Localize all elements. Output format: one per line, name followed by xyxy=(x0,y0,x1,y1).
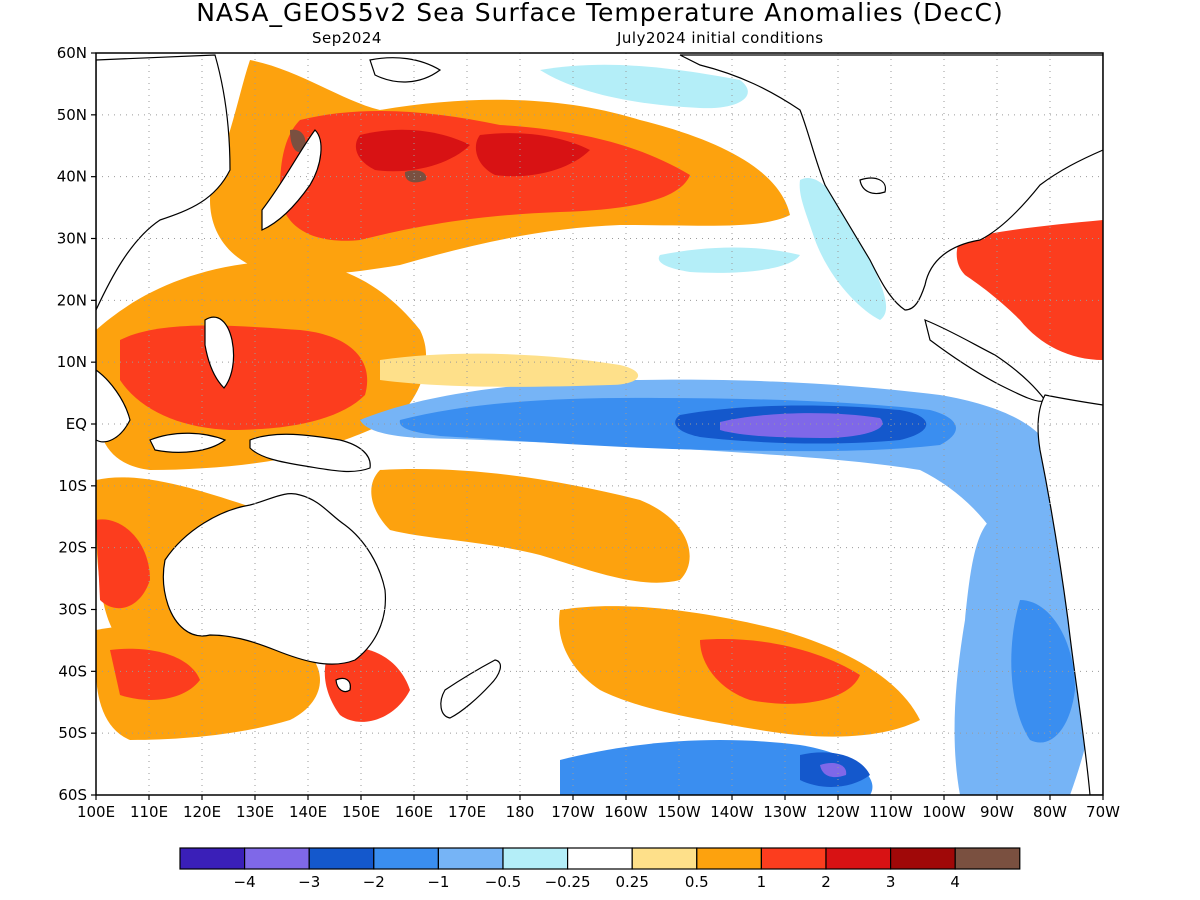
tasman-sea-strong xyxy=(324,647,410,722)
southern-ocean-strong xyxy=(110,648,200,700)
lon-tick-label: 110E xyxy=(130,803,168,821)
lon-tick-label: 170E xyxy=(448,803,486,821)
lon-tick-label: 80W xyxy=(1033,803,1067,821)
lon-tick-label: 120W xyxy=(816,803,860,821)
southern-ocean-cold-peak xyxy=(820,763,847,778)
forecast-month-label: Sep2024 xyxy=(312,29,382,47)
southern-ocean-cool xyxy=(560,740,873,795)
north-pacific-core-2 xyxy=(475,133,590,177)
legend-label: 0.5 xyxy=(685,873,709,891)
cold-tongue-peak xyxy=(720,413,883,438)
japan-sea-extreme xyxy=(290,129,306,153)
legend-swatch xyxy=(566,847,633,870)
lat-tick-label: 30S xyxy=(58,601,87,619)
south-pacific-warm-1 xyxy=(371,469,690,583)
north-america-land xyxy=(679,54,1103,311)
indian-ocean-strong xyxy=(96,519,150,609)
map-title: NASA_GEOS5v2 Sea Surface Temperature Ano… xyxy=(196,0,1004,27)
lat-tick-label: 60N xyxy=(57,44,87,62)
kamchatka-land xyxy=(369,57,442,83)
hawaii-land xyxy=(859,177,886,195)
tasmania-land xyxy=(335,677,351,693)
philippines-land xyxy=(204,316,235,389)
australia-land xyxy=(162,493,387,665)
lat-tick-label: 40S xyxy=(58,662,87,680)
legend-label: 3 xyxy=(886,873,896,891)
legend-swatch xyxy=(308,847,375,870)
longitude-axis: 100E 110E 120E 130E 140E 150E 160E 170E 180 170W 1… xyxy=(77,795,1120,821)
legend-label: −3 xyxy=(298,873,320,891)
legend-label: 4 xyxy=(950,873,960,891)
gulf-of-alaska-cool xyxy=(540,64,748,109)
lon-tick-label: 150W xyxy=(657,803,701,821)
lon-tick-label: 150E xyxy=(342,803,380,821)
legend-label: 0.25 xyxy=(615,873,648,891)
lat-tick-label: 50S xyxy=(58,724,87,742)
lat-tick-label: EQ xyxy=(66,415,87,433)
lon-tick-label: 100E xyxy=(77,803,115,821)
legend-swatch xyxy=(954,847,1021,870)
lon-tick-label: 160W xyxy=(604,803,648,821)
lon-tick-label: 120E xyxy=(183,803,221,821)
legend-label: −0.5 xyxy=(485,873,521,891)
legend-swatch xyxy=(889,847,956,870)
japan-land xyxy=(261,129,322,231)
southeast-pacific-cool-core xyxy=(1011,600,1075,743)
lon-tick-label: 170W xyxy=(551,803,595,821)
coastlines xyxy=(96,54,1103,795)
lat-tick-label: 20N xyxy=(57,291,87,309)
legend-swatch xyxy=(244,847,310,870)
lat-tick-label: 10N xyxy=(57,353,87,371)
asia-mainland xyxy=(96,54,231,311)
map-gridlines xyxy=(96,53,1103,795)
lat-tick-label: 30N xyxy=(57,230,87,248)
caribbean-warm xyxy=(956,220,1103,360)
lon-tick-label: 140W xyxy=(710,803,754,821)
legend-swatch xyxy=(502,847,569,870)
legend-swatch xyxy=(825,847,892,870)
new-guinea-land xyxy=(249,433,371,473)
legend-swatch xyxy=(437,847,504,870)
north-pacific-core-1 xyxy=(355,129,470,172)
lat-tick-label: 10S xyxy=(58,477,87,495)
lon-tick-label: 130W xyxy=(763,803,807,821)
lon-tick-label: 90W xyxy=(980,803,1014,821)
legend-label: −4 xyxy=(234,873,256,891)
anomaly-field xyxy=(96,53,1103,795)
legend-label: −0.25 xyxy=(545,873,591,891)
borneo-land xyxy=(149,432,227,453)
legend-label: 1 xyxy=(757,873,767,891)
lon-tick-label: 100W xyxy=(922,803,966,821)
southeast-asia-land xyxy=(96,369,131,443)
lon-tick-label: 130E xyxy=(236,803,274,821)
legend-swatch xyxy=(631,847,698,870)
initial-conditions-label: July2024 initial conditions xyxy=(617,29,824,47)
legend-swatch xyxy=(373,847,439,870)
lon-tick-label: 180 xyxy=(506,803,535,821)
lon-tick-label: 160E xyxy=(395,803,433,821)
legend-label: −1 xyxy=(427,873,449,891)
latitude-axis: 60N 50N 40N 30N 20N 10N EQ 10S 20S 30S 40S 50S 60S xyxy=(57,44,96,804)
lat-tick-label: 50N xyxy=(57,106,87,124)
lat-tick-label: 20S xyxy=(58,539,87,557)
subtropical-cool-patch xyxy=(658,247,800,273)
legend-swatch xyxy=(760,847,827,870)
lat-tick-label: 40N xyxy=(57,168,87,186)
color-legend: −4 −3 −2 −1 −0.5 −0.25 0.25 0.5 1 2 3 4 xyxy=(179,847,1021,891)
lon-tick-label: 140E xyxy=(289,803,327,821)
legend-swatch xyxy=(696,847,762,870)
new-zealand-land xyxy=(440,659,502,719)
legend-label: −2 xyxy=(363,873,385,891)
california-current-cool xyxy=(799,178,887,320)
lon-tick-label: 110W xyxy=(869,803,913,821)
warm-pool-strong-anomaly xyxy=(120,325,368,430)
legend-swatch xyxy=(179,847,246,870)
legend-label: 2 xyxy=(821,873,831,891)
north-pacific-extreme xyxy=(404,170,427,183)
lon-tick-label: 70W xyxy=(1086,803,1120,821)
lat-tick-label: 60S xyxy=(58,786,87,804)
